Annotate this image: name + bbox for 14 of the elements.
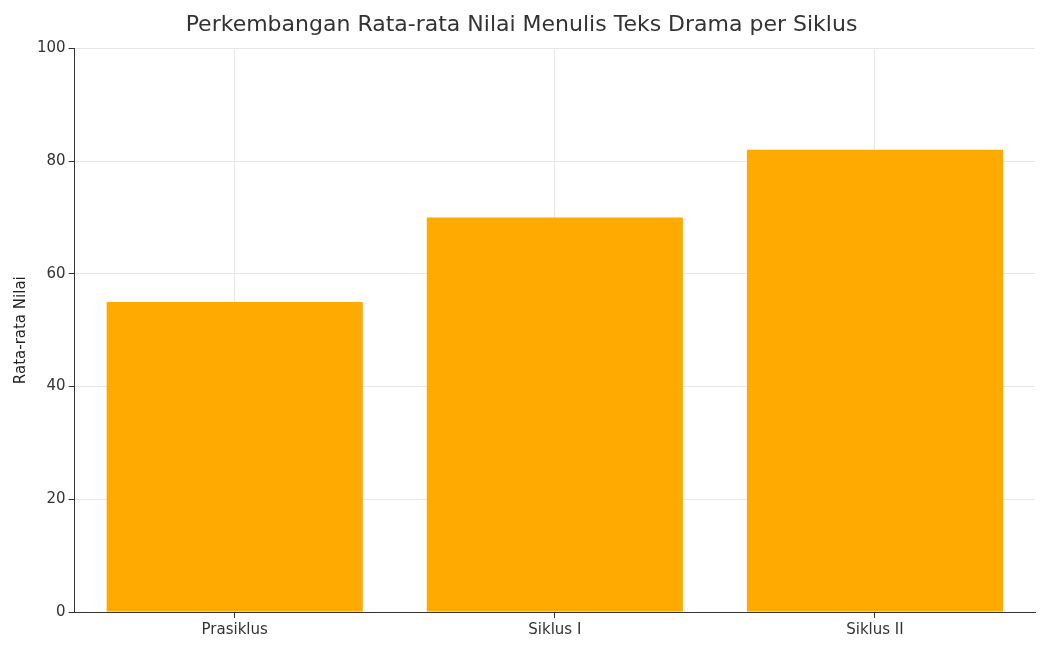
x-tick-label: Siklus II [846,619,904,638]
y-tick-label: 60 [46,263,66,282]
y-axis-title: Rata-rata Nilai [10,276,29,385]
y-tick-label: 20 [46,489,66,508]
y-tick-label: 0 [56,601,66,620]
y-tick-label: 100 [36,38,66,57]
bar [746,149,1003,612]
y-tick-label: 80 [46,151,66,170]
bar [106,302,363,612]
y-tick-label: 40 [46,376,66,395]
x-tick-label: Siklus I [528,619,582,638]
bar [426,217,683,612]
chart-title: Perkembangan Rata-rata Nilai Menulis Teks Drama per Siklus [185,10,858,36]
x-tick-label: Prasiklus [201,619,269,638]
